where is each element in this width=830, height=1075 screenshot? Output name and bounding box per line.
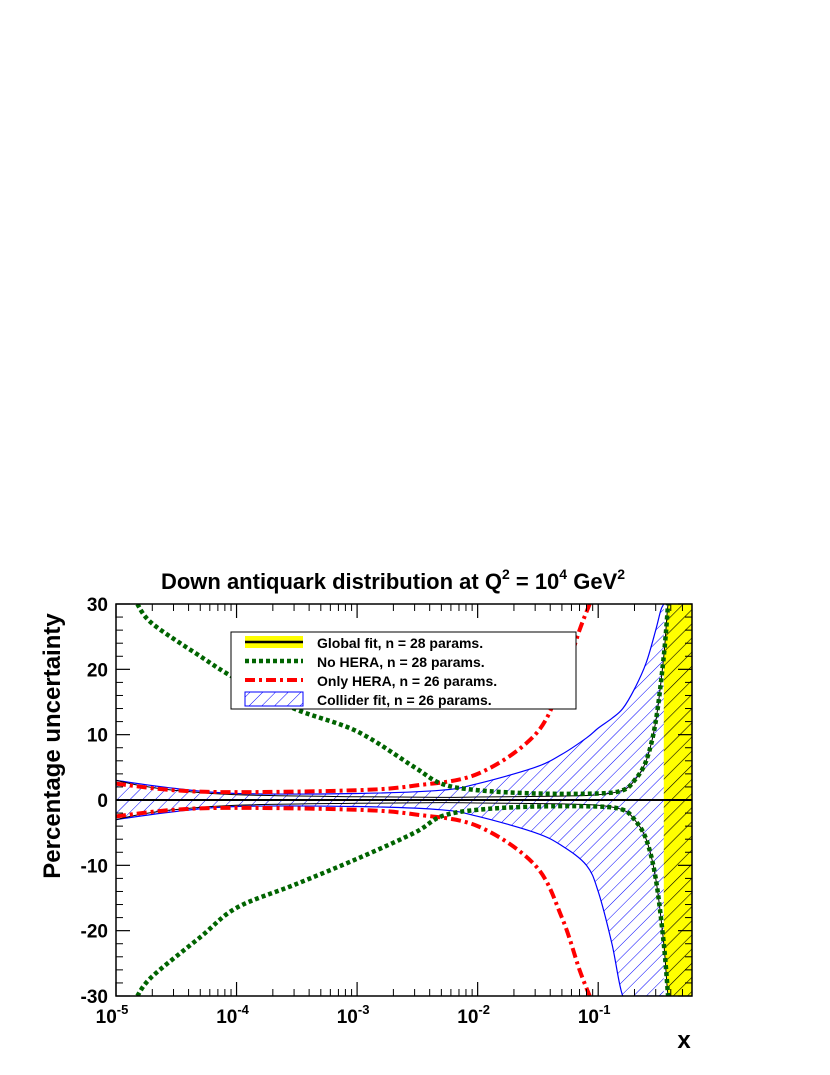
x-tick-label: 10-4 — [216, 1002, 249, 1028]
chart-title-main: Down antiquark distribution at Q — [161, 569, 502, 594]
y-tick-label: -30 — [81, 987, 108, 1008]
no-hera-lower-line — [135, 803, 671, 996]
chart-title-mid: = 10 — [510, 569, 560, 594]
legend-label: No HERA, n = 28 params. — [317, 654, 485, 670]
chart-title-sup2: 4 — [559, 566, 567, 582]
legend-label: Only HERA, n = 26 params. — [317, 673, 497, 689]
only-hera-upper-line — [116, 604, 592, 795]
plot-area — [116, 604, 692, 996]
y-tick-label: -20 — [81, 922, 108, 943]
legend-swatch-collider — [244, 691, 304, 707]
legend-label: Collider fit, n = 26 params. — [317, 692, 492, 708]
legend-label: Global fit, n = 28 params. — [317, 635, 483, 651]
chart-title-unit: GeV — [567, 569, 617, 594]
chart-title-sup1: 2 — [502, 566, 510, 582]
legend: Global fit, n = 28 params. No HERA, n = 2… — [230, 631, 577, 710]
collider-fit-upper-edge — [116, 604, 665, 795]
chart-title-sup3: 2 — [617, 566, 625, 582]
x-axis-label: x — [677, 1027, 691, 1054]
y-tick-label: 0 — [97, 791, 108, 812]
chart-title: Down antiquark distribution at Q2 = 104 … — [161, 566, 625, 594]
axes: -30 -20 -10 0 10 20 30 10-5 10-4 10-3 10-2 10-1 — [81, 595, 692, 1028]
y-axis-label: Percentage uncertainty — [39, 613, 66, 879]
collider-fit-lower-edge — [116, 805, 664, 996]
only-hera-lower-line — [116, 805, 592, 996]
x-tick-label: 10-3 — [337, 1002, 370, 1028]
y-tick-label: -10 — [81, 856, 108, 877]
x-tick-label: 10-5 — [96, 1002, 129, 1028]
no-hera-upper-line — [135, 604, 671, 797]
x-tick-label: 10-2 — [457, 1002, 490, 1028]
x-tick-label: 10-1 — [578, 1002, 611, 1028]
y-tick-label: 20 — [87, 660, 108, 681]
y-tick-label: 10 — [87, 726, 108, 747]
y-tick-label: 30 — [87, 595, 108, 616]
